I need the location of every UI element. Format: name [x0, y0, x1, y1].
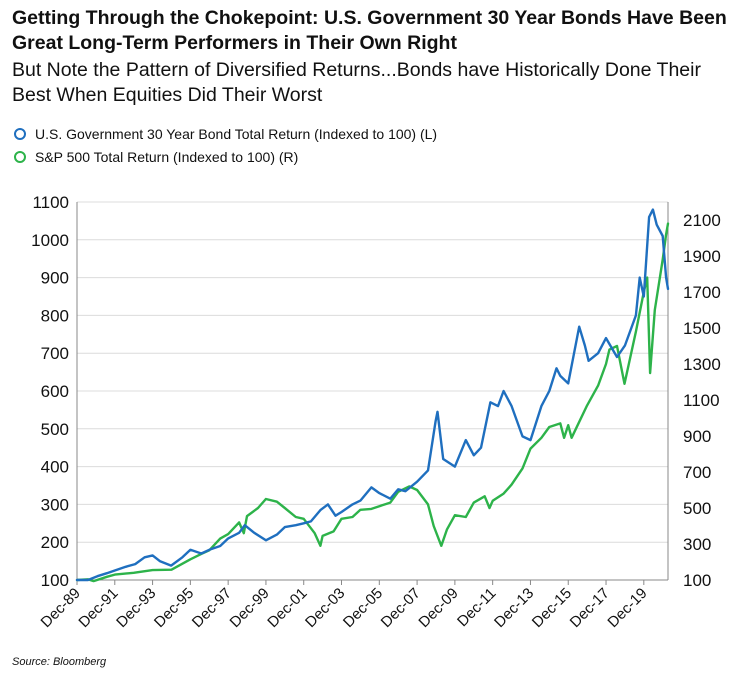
x-tick-label: Dec-93 — [113, 585, 159, 631]
x-tick-label: Dec-01 — [264, 585, 310, 631]
y-right-tick-label: 900 — [683, 427, 711, 446]
y-left-tick-label: 600 — [41, 382, 69, 401]
source-note: Source: Bloomberg — [12, 656, 107, 668]
spx-series-line — [75, 222, 670, 583]
y-right-tick-label: 1500 — [683, 319, 721, 338]
y-right-tick-label: 700 — [683, 463, 711, 482]
x-tick-label: Dec-19 — [604, 585, 650, 631]
x-tick-label: Dec-17 — [567, 585, 613, 631]
x-tick-label: Dec-09 — [415, 585, 461, 631]
legend-item-bond: U.S. Government 30 Year Bond Total Retur… — [14, 126, 437, 142]
legend-item-spx: S&P 500 Total Return (Indexed to 100) (R… — [14, 149, 298, 165]
y-left-tick-label: 500 — [41, 420, 69, 439]
y-right-tick-label: 300 — [683, 535, 711, 554]
x-tick-label: Dec-03 — [302, 585, 348, 631]
x-tick-label: Dec-89 — [38, 585, 84, 631]
y-right-tick-label: 2100 — [683, 211, 721, 230]
y-left-tick-label: 400 — [41, 458, 69, 477]
x-tick-label: Dec-15 — [529, 585, 575, 631]
x-tick-label: Dec-13 — [491, 585, 537, 631]
x-tick-label: Dec-97 — [189, 585, 235, 631]
x-tick-label: Dec-07 — [378, 585, 424, 631]
y-left-tick-label: 1000 — [31, 231, 69, 250]
y-left-tick-label: 200 — [41, 533, 69, 552]
chart-subtitle: But Note the Pattern of Diversified Retu… — [12, 59, 701, 106]
x-tick-label: Dec-11 — [454, 585, 499, 630]
y-right-tick-label: 500 — [683, 499, 711, 518]
y-right-tick-label: 1300 — [683, 355, 721, 374]
y-right-tick-label: 1900 — [683, 247, 721, 266]
x-tick-label: Dec-95 — [151, 585, 197, 631]
chart-title: Getting Through the Chokepoint: U.S. Gov… — [12, 7, 727, 54]
y-left-tick-label: 300 — [41, 495, 69, 514]
y-left-tick-label: 800 — [41, 306, 69, 325]
y-left-tick-label: 1100 — [32, 193, 69, 212]
bond-series-line — [75, 208, 670, 582]
legend-label-spx: S&P 500 Total Return (Indexed to 100) (R… — [35, 149, 299, 165]
y-left-tick-label: 100 — [41, 571, 69, 590]
y-left-tick-label: 900 — [41, 269, 69, 288]
y-right-tick-label: 1700 — [683, 283, 721, 302]
y-right-tick-label: 100 — [683, 571, 711, 590]
y-left-tick-label: 700 — [41, 344, 69, 363]
legend-marker-spx-icon — [14, 151, 26, 163]
x-tick-label: Dec-05 — [340, 585, 386, 631]
legend-marker-bond-icon — [14, 128, 26, 140]
x-tick-label: Dec-91 — [75, 585, 121, 631]
legend-label-bond: U.S. Government 30 Year Bond Total Retur… — [35, 126, 438, 142]
x-tick-label: Dec-99 — [227, 585, 273, 631]
y-right-tick-label: 1100 — [683, 391, 720, 410]
